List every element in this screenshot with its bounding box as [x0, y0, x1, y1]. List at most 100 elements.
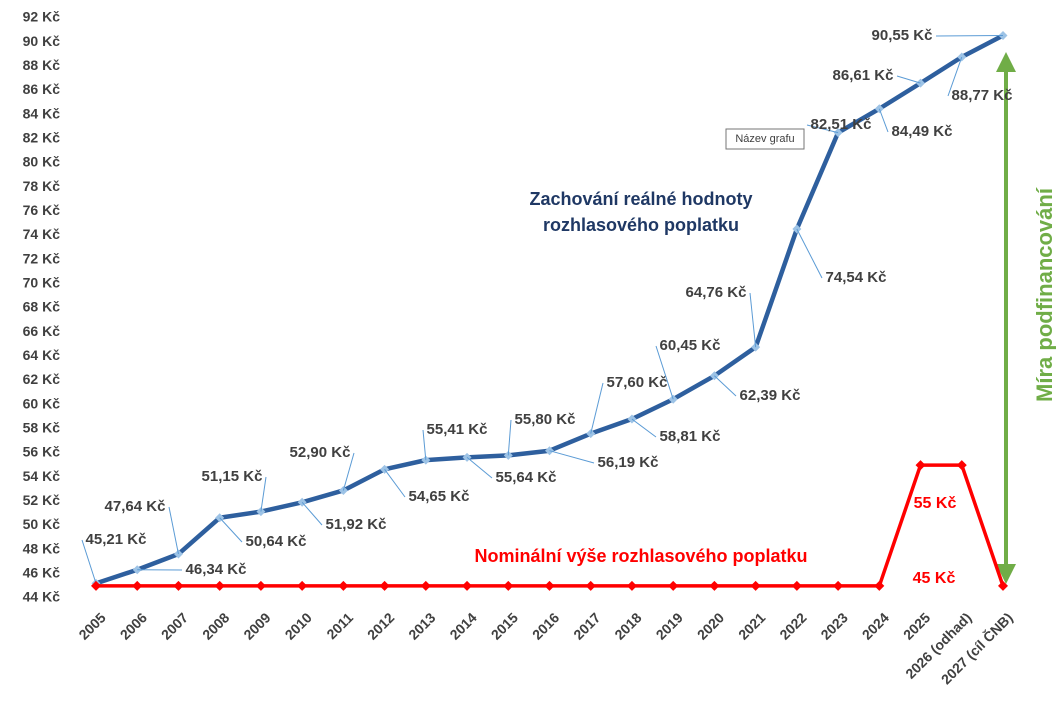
y-tick-label: 84 Kč [23, 105, 61, 121]
data-label: 56,19 Kč [598, 454, 659, 471]
data-label: 55,41 Kč [427, 421, 488, 438]
x-tick-label: 2008 [199, 609, 232, 642]
leader-line [384, 469, 406, 498]
data-label: 46,34 Kč [186, 561, 247, 578]
leader-line [590, 382, 604, 434]
point [338, 580, 349, 591]
point [544, 580, 555, 591]
leader-line [81, 539, 97, 584]
x-tick-label: 2017 [570, 609, 603, 642]
point [668, 580, 679, 591]
y-tick-label: 48 Kč [23, 540, 61, 556]
y-tick-label: 80 Kč [23, 154, 61, 170]
y-tick-label: 68 Kč [23, 299, 61, 315]
y-tick-label: 64 Kč [23, 347, 61, 363]
x-tick-label: 2020 [694, 609, 727, 642]
y-tick-label: 56 Kč [23, 444, 61, 460]
x-tick-label: 2014 [446, 609, 479, 642]
y-tick-label: 72 Kč [23, 250, 61, 266]
x-tick-label: 2022 [776, 609, 809, 642]
x-tick-label: 2011 [323, 609, 356, 642]
y-tick-label: 76 Kč [23, 202, 61, 218]
series-annotation: Nominální výše rozhlasového poplatku [474, 546, 807, 566]
underfunding-arrow [996, 52, 1016, 584]
leader-line [549, 450, 595, 464]
y-tick-label: 70 Kč [23, 275, 61, 291]
data-label: 82,51 Kč [811, 116, 872, 133]
point [379, 580, 390, 591]
y-tick-label: 90 Kč [23, 33, 61, 49]
x-tick-label: 2007 [158, 609, 191, 642]
data-label: 88,77 Kč [952, 87, 1013, 104]
x-tick-label: 2023 [817, 609, 850, 642]
data-label: 52,90 Kč [290, 444, 351, 461]
data-label: 64,76 Kč [686, 284, 747, 301]
point [297, 580, 308, 591]
point [750, 580, 761, 591]
data-label: 54,65 Kč [409, 488, 470, 505]
series-annotation: Zachování reálné hodnoty rozhlasového pop… [529, 189, 752, 235]
x-tick-label: 2025 [900, 609, 933, 642]
leader-line [655, 345, 674, 400]
y-tick-label: 66 Kč [23, 323, 61, 339]
x-tick-label: 2019 [653, 609, 686, 642]
point [998, 580, 1008, 591]
point [255, 580, 266, 591]
data-label: 47,64 Kč [105, 498, 166, 515]
x-tick-label: 2015 [488, 609, 521, 642]
data-label: 51,15 Kč [202, 468, 263, 485]
y-tick-label: 60 Kč [23, 395, 61, 411]
y-tick-label: 58 Kč [23, 420, 61, 436]
point [874, 580, 885, 591]
data-label: 45,21 Kč [86, 531, 147, 548]
point [791, 580, 802, 591]
y-tick-label: 86 Kč [23, 81, 61, 97]
leader-line [219, 517, 243, 543]
data-label: 45 Kč [913, 570, 956, 587]
x-tick-label: 2010 [282, 609, 315, 642]
x-tick-label: 2006 [117, 609, 150, 642]
y-tick-label: 50 Kč [23, 516, 61, 532]
leader-line [301, 501, 323, 526]
point [91, 580, 101, 591]
point [956, 460, 967, 471]
leader-line [896, 75, 921, 84]
data-label: 58,81 Kč [660, 428, 721, 445]
leader-line [878, 108, 889, 133]
data-label: 62,39 Kč [740, 387, 801, 404]
point [503, 580, 514, 591]
x-tick-label: 2005 [75, 609, 108, 642]
y-tick-label: 82 Kč [23, 130, 61, 146]
point [626, 580, 637, 591]
point [709, 580, 720, 591]
y-tick-label: 44 Kč [23, 589, 61, 605]
leader-line [714, 375, 737, 397]
point [173, 580, 184, 591]
y-tick-label: 74 Kč [23, 226, 61, 242]
leader-line [422, 429, 427, 461]
point [503, 450, 513, 460]
point [585, 580, 596, 591]
x-tick-label: 2013 [405, 609, 438, 642]
tooltip-text: Název grafu [735, 133, 794, 145]
y-tick-label: 52 Kč [23, 492, 61, 508]
data-label: 55 Kč [914, 495, 957, 512]
leader-line [507, 419, 512, 456]
y-tick-label: 78 Kč [23, 178, 61, 194]
leader-line [342, 452, 355, 491]
leader-line [796, 228, 823, 279]
y-tick-label: 62 Kč [23, 371, 61, 387]
leader-line [806, 124, 839, 134]
y-tick-label: 54 Kč [23, 468, 61, 484]
x-tick-label: 2016 [529, 609, 562, 642]
tooltip: Název grafu [725, 128, 805, 150]
y-tick-label: 92 Kč [23, 9, 61, 25]
point [915, 460, 926, 471]
leader-line [168, 506, 179, 555]
x-tick-label: 2024 [859, 609, 892, 642]
point [833, 580, 844, 591]
x-tick-label: 2021 [735, 609, 768, 642]
data-label: 57,60 Kč [607, 374, 668, 391]
data-label: 55,64 Kč [496, 469, 557, 486]
